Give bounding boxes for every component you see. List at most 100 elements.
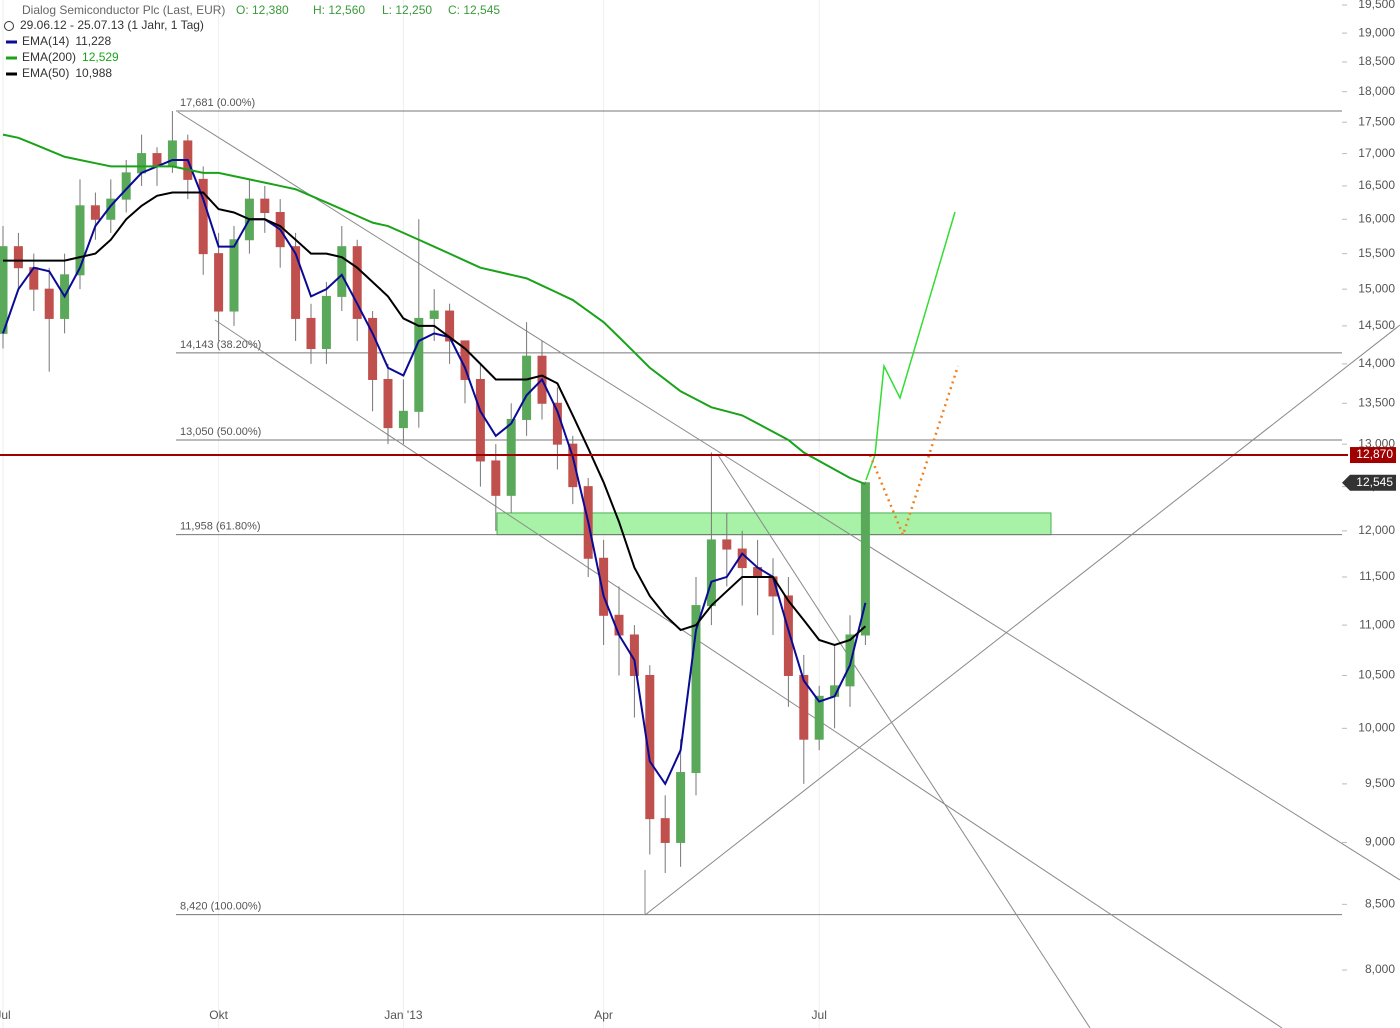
y-tick-label: 12,000 — [1358, 523, 1395, 537]
trendline — [214, 319, 1283, 1028]
ema-line — [2, 158, 867, 786]
candle-body — [568, 443, 578, 488]
candle-body — [429, 310, 439, 319]
y-tick-label: 13,000 — [1358, 436, 1395, 450]
candle-body — [167, 140, 177, 167]
fib-label: 11,958 (61.80%) — [180, 521, 261, 533]
y-tick-label: 9,500 — [1365, 776, 1395, 790]
y-tick-label: 10,000 — [1358, 720, 1395, 734]
legend-value: 11,228 — [75, 34, 111, 48]
candle-body — [506, 418, 516, 496]
projection-bear — [868, 365, 960, 539]
fib-label: 13,050 (50.00%) — [180, 426, 261, 438]
legend-swatch — [6, 56, 17, 60]
support-zone — [496, 512, 1052, 536]
y-tick-label: 15,000 — [1358, 281, 1395, 295]
fib-label: 17,681 (0.00%) — [180, 97, 255, 109]
x-tick-label: Jul — [0, 1008, 11, 1022]
candle-body — [90, 205, 100, 220]
quote-close: C: 12,545 — [448, 3, 500, 17]
y-tick-label: 17,000 — [1358, 146, 1395, 160]
y-tick-label: 10,500 — [1358, 668, 1395, 682]
candle-body — [260, 198, 270, 214]
legend-name: EMA(50) — [22, 66, 69, 80]
candle-body — [306, 317, 316, 350]
trendline — [644, 324, 1400, 916]
candle-body — [368, 317, 378, 380]
quote-high: H: 12,560 — [313, 3, 365, 17]
ema-line — [2, 133, 866, 486]
zone-layer — [496, 512, 1052, 536]
candle-body — [814, 695, 824, 740]
x-tick-label: Jul — [812, 1008, 827, 1022]
fib-label: 14,143 (38.20%) — [180, 339, 261, 351]
candle-body — [722, 539, 732, 550]
candle-body — [645, 674, 655, 820]
candle-body — [491, 460, 501, 496]
candle-body — [229, 239, 239, 312]
candle-body — [676, 772, 686, 843]
candle-body — [214, 253, 224, 312]
candle-body — [475, 378, 485, 462]
candle-body — [414, 317, 424, 412]
x-tick-label: Okt — [209, 1008, 228, 1022]
candle-body — [44, 288, 54, 319]
fib-label: 8,420 (100.00%) — [180, 901, 261, 913]
y-tick-label: 16,000 — [1358, 211, 1395, 225]
levels: 17,681 (0.00%) 14,143 (38.20%) 13,050 (50.… — [176, 97, 1342, 916]
y-tick-label: 11,500 — [1359, 569, 1395, 583]
candle-body — [845, 634, 855, 687]
trendlines — [177, 111, 1400, 1028]
legend-swatch — [6, 72, 17, 76]
price-tag-label: 12,870 — [1356, 447, 1393, 461]
candle-body — [783, 595, 793, 676]
y-tick-label: 9,000 — [1365, 835, 1395, 849]
price-tag — [1350, 447, 1396, 464]
candle-body — [614, 614, 624, 636]
y-tick-label: 16,500 — [1358, 178, 1395, 192]
projection-bull — [865, 211, 956, 481]
y-tick-label: 8,500 — [1365, 897, 1395, 911]
clock-icon — [4, 21, 14, 31]
legend-value: 12,529 — [82, 50, 119, 64]
candle-body — [660, 818, 670, 843]
candle-body — [383, 378, 393, 429]
y-tick-label: 14,000 — [1358, 356, 1395, 370]
quote-open: O: 12,380 — [236, 3, 289, 17]
legend-value: 10,988 — [75, 66, 112, 80]
x-tick-label: Jan '13 — [384, 1008, 423, 1022]
candle-body — [398, 410, 408, 429]
y-tick-label: 18,000 — [1358, 84, 1395, 98]
header: Dialog Semiconductor Plc (Last, EUR) O: … — [4, 3, 500, 80]
trendline — [717, 454, 1091, 1028]
y-tick-label: 11,000 — [1359, 617, 1395, 631]
y-tick-label: 15,500 — [1358, 246, 1395, 260]
legend-name: EMA(200) — [22, 50, 76, 64]
candle-body — [691, 605, 701, 774]
candles — [0, 111, 870, 873]
candle-body — [522, 355, 532, 420]
legend-swatch — [6, 40, 17, 44]
candle-body — [321, 295, 331, 350]
y-tick-label: 14,500 — [1358, 318, 1395, 332]
candle-body — [13, 246, 23, 269]
y-tick-label: 18,500 — [1358, 54, 1395, 68]
candle-body — [291, 246, 301, 319]
y-axis: 8,000 8,500 9,000 9,500 10,000 10,500 11,000 11… — [1342, 0, 1395, 976]
x-tick-label: Apr — [594, 1008, 613, 1022]
trendline — [177, 111, 1400, 881]
candle-body — [860, 482, 870, 636]
last-price-label: 12,545 — [1356, 475, 1393, 489]
ema-lines — [2, 133, 867, 786]
legend-name: EMA(14) — [22, 34, 69, 48]
candle-body — [352, 246, 362, 319]
candle-body — [337, 246, 347, 297]
period: 29.06.12 - 25.07.13 (1 Jahr, 1 Tag) — [20, 18, 204, 32]
candle-body — [706, 539, 716, 607]
x-axis: Jul Okt Jan '13 Apr Jul — [0, 1008, 827, 1022]
chart-title: Dialog Semiconductor Plc (Last, EUR) — [22, 3, 225, 17]
y-tick-label: 8,000 — [1365, 962, 1395, 976]
candle-body — [106, 198, 116, 220]
y-tick-label: 13,500 — [1358, 395, 1395, 409]
